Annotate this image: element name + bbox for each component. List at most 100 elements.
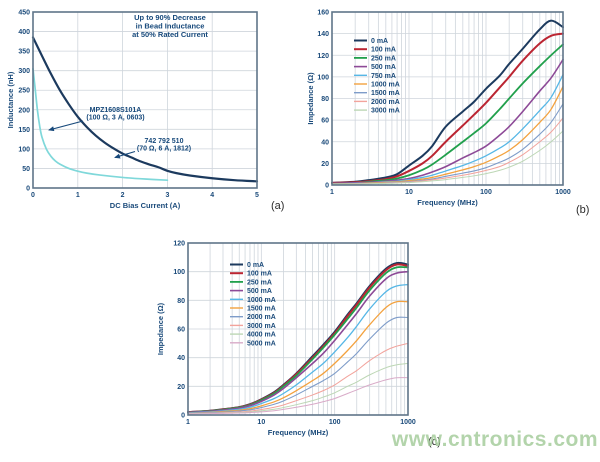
y-tick-label: 80 — [321, 96, 329, 103]
y-tick-label: 400 — [18, 29, 30, 36]
callout-text: (100 Ω, 3 A, 0603) — [86, 115, 144, 122]
x-axis-title: Frequency (MHz) — [268, 428, 329, 437]
x-tick-label: 4 — [210, 192, 214, 199]
x-tick-label: 3 — [165, 192, 169, 199]
y-tick-label: 140 — [317, 31, 329, 38]
chart-c-impedance-vs-frequency: 0 20 40 60 80 100 120 1 10 100 1000 Frequency (MHz)… — [155, 238, 445, 451]
legend-label: 100 mA — [371, 47, 396, 54]
x-tick-label: 10 — [405, 189, 413, 196]
x-tick-label: 100 — [480, 189, 492, 196]
legend-label: 3000 mA — [371, 108, 400, 115]
legend-label: 0 mA — [371, 38, 388, 45]
callout-text: MPZ1608S101A — [90, 107, 142, 114]
legend-label: 0 mA — [247, 262, 264, 269]
y-tick-label: 350 — [18, 49, 30, 56]
x-axis-title: Frequency (MHz) — [417, 198, 478, 207]
y-tick-label: 0 — [325, 183, 329, 190]
y-tick-label: 0 — [181, 413, 185, 420]
y-tick-label: 100 — [173, 269, 185, 276]
chart-b-svg: 0 20 40 60 80 100 120 140 160 1 10 100 1000 Frequency… — [306, 10, 571, 208]
plot-border — [331, 11, 564, 186]
y-tick-label: 450 — [18, 10, 30, 17]
legend-label: 5000 mA — [247, 340, 276, 347]
y-tick-label: 300 — [18, 68, 30, 75]
series-line-100-ma — [331, 32, 564, 184]
series-line-742-792-510 — [31, 36, 259, 183]
callout-arrow — [48, 120, 84, 132]
callout-text: (70 Ω, 6 A, 1812) — [137, 146, 191, 153]
y-axis-title: Impedance (Ω) — [156, 302, 165, 355]
y-axis-title: Impedance (Ω) — [306, 72, 315, 125]
x-tick-label: 1 — [330, 189, 334, 196]
y-tick-label: 100 — [18, 146, 30, 153]
x-tick-label: 1 — [186, 419, 190, 426]
legend-label: 500 mA — [371, 64, 396, 71]
subfigure-label-b: (b) — [576, 204, 590, 216]
legend-label: 100 mA — [247, 271, 272, 278]
series-line-0-ma — [331, 19, 564, 184]
callout-arrow — [114, 150, 136, 159]
legend-label: 1000 mA — [247, 297, 276, 304]
y-tick-label: 40 — [321, 139, 329, 146]
series-line-3000-ma — [187, 342, 409, 415]
y-tick-label: 60 — [321, 118, 329, 125]
series-line-5000-ma — [187, 377, 409, 415]
legend-label: 1000 mA — [371, 82, 400, 89]
x-tick-label: 5 — [255, 192, 259, 199]
y-tick-label: 250 — [18, 88, 30, 95]
legend-label: 750 mA — [371, 73, 396, 80]
legend-label: 2000 mA — [247, 314, 276, 321]
legend-label: 3000 mA — [247, 323, 276, 330]
x-axis-title: DC Bias Current (A) — [110, 201, 181, 210]
x-tick-label: 1000 — [555, 189, 571, 196]
y-tick-label: 0 — [26, 186, 30, 193]
y-tick-label: 80 — [177, 298, 185, 305]
series-line-2000-ma — [187, 316, 409, 414]
plot-border — [32, 11, 258, 189]
x-tick-label: 1000 — [400, 419, 416, 426]
x-tick-label: 100 — [329, 419, 341, 426]
x-tick-label: 2 — [121, 192, 125, 199]
legend-label: 1500 mA — [371, 90, 400, 97]
chart-a-svg: 0 50 100 150 200 250 300 350 400 450 0 1 2 3 4 5 DC Bias… — [6, 10, 259, 211]
callout-text: 742 792 510 — [145, 138, 184, 145]
series-line-1500-ma — [187, 300, 409, 414]
y-axis-title: Inductance (nH) — [6, 71, 15, 128]
legend-label: 2000 mA — [371, 99, 400, 106]
y-tick-label: 20 — [321, 161, 329, 168]
plot-area — [33, 12, 257, 188]
plot-border — [187, 242, 409, 416]
series-line-500-ma — [187, 270, 409, 414]
gridlines — [33, 12, 257, 188]
y-tick-label: 150 — [18, 127, 30, 134]
series-line-mpz1608s101a — [32, 67, 169, 182]
y-tick-label: 100 — [317, 74, 329, 81]
legend-label: 1500 mA — [247, 306, 276, 313]
series-line-3000-ma — [331, 130, 564, 185]
watermark-text: www.cntronics.com — [391, 428, 598, 451]
chart-b-impedance-vs-frequency: 0 20 40 60 80 100 120 140 160 1 10 100 1000 Frequency… — [305, 2, 597, 219]
gridlines — [188, 243, 408, 415]
subfigure-label-a: (a) — [271, 200, 285, 212]
subfigure-label-c: (c) — [428, 436, 441, 448]
annotation-text: at 50% Rated Current — [132, 30, 208, 39]
legend-label: 250 mA — [247, 279, 272, 286]
legend-label: 4000 mA — [247, 332, 276, 339]
x-tick-label: 10 — [257, 419, 265, 426]
annotation-text: in Bead Inductance — [136, 22, 205, 31]
y-tick-label: 120 — [173, 241, 185, 248]
chart-a-inductance-vs-bias: 0 50 100 150 200 250 300 350 400 450 0 1 2 3 4 5 DC Bias… — [5, 2, 297, 222]
y-tick-label: 40 — [177, 355, 185, 362]
legend-label: 500 mA — [247, 288, 272, 295]
series-line-1000-ma — [187, 283, 409, 414]
series-line-250-ma — [331, 43, 564, 185]
x-tick-label: 0 — [31, 192, 35, 199]
y-tick-label: 160 — [317, 10, 329, 17]
y-tick-label: 50 — [22, 166, 30, 173]
legend-label: 250 mA — [371, 55, 396, 62]
y-tick-label: 60 — [177, 327, 185, 334]
